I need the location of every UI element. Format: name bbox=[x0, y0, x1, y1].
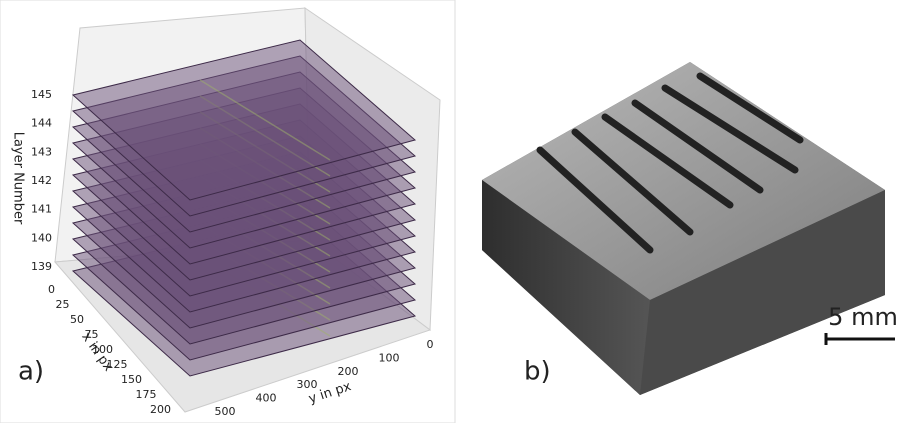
layer-streak bbox=[199, 79, 331, 161]
layers bbox=[71, 39, 417, 377]
y-tick-label: 300 bbox=[297, 378, 318, 391]
z-tick-label: 144 bbox=[31, 117, 52, 130]
z-tick-label: 142 bbox=[31, 174, 52, 187]
z-tick-label: 145 bbox=[31, 88, 52, 101]
y-tick-label: 100 bbox=[379, 351, 400, 364]
z-tick-label: 141 bbox=[31, 203, 52, 216]
panel-a-label: a) bbox=[18, 357, 44, 387]
y-tick-label: 0 bbox=[427, 338, 434, 351]
x-tick-label: 200 bbox=[150, 403, 171, 416]
panel-b-label: b) bbox=[524, 357, 551, 387]
z-axis-label: Layer Number bbox=[11, 132, 26, 225]
z-tick-label: 140 bbox=[31, 231, 52, 244]
sample-photo bbox=[482, 62, 885, 395]
x-tick-label: 175 bbox=[136, 388, 157, 401]
ticks: 1391401411421431441450255075100125150175… bbox=[31, 88, 434, 418]
x-tick-label: 75 bbox=[85, 328, 99, 341]
x-tick-label: 25 bbox=[56, 298, 70, 311]
y-tick-label: 400 bbox=[256, 392, 277, 405]
x-tick-label: 150 bbox=[121, 373, 142, 386]
x-tick-label: 50 bbox=[70, 313, 84, 326]
x-tick-label: 0 bbox=[48, 283, 55, 296]
z-tick-label: 139 bbox=[31, 260, 52, 273]
x-tick-label: 100 bbox=[92, 343, 113, 356]
z-tick-label: 143 bbox=[31, 145, 52, 158]
y-tick-label: 200 bbox=[338, 365, 359, 378]
x-tick-label: 125 bbox=[107, 358, 128, 371]
y-tick-label: 500 bbox=[215, 405, 236, 418]
scale-bar-label: 5 mm bbox=[828, 303, 898, 331]
